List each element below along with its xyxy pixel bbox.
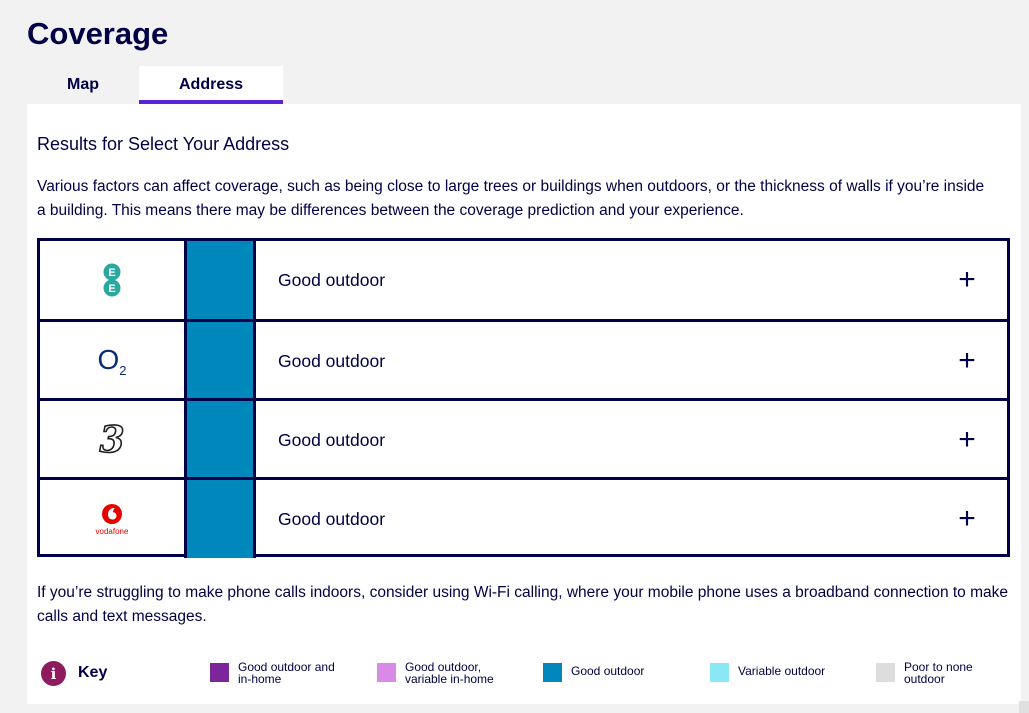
o2-logo-sub: 2	[119, 363, 127, 378]
key-text-line: Good outdoor and	[238, 660, 335, 674]
o2-logo-letter: O	[97, 344, 120, 375]
coverage-status: Good outdoor	[278, 508, 386, 529]
key-text: Good outdoor and in-home	[238, 661, 348, 685]
expand-plus-icon[interactable]: +	[958, 502, 976, 535]
key-swatch	[210, 663, 229, 682]
row-divider	[40, 319, 1007, 322]
coverage-swatch	[187, 241, 256, 319]
key-text-line: variable in-home	[405, 672, 494, 686]
coverage-disclaimer: Various factors can affect coverage, suc…	[37, 178, 985, 219]
network-row-three[interactable]: 3 Good outdoor +	[40, 401, 1007, 479]
key-text-line: in-home	[238, 672, 282, 686]
key-text: Good outdoor	[571, 661, 681, 677]
network-row-ee[interactable]: E E Good outdoor +	[40, 241, 1007, 319]
key-item-variable-outdoor: Variable outdoor	[710, 661, 848, 682]
key-item-good-outdoor-variable-in-home: Good outdoor, variable in-home	[377, 661, 515, 685]
o2-logo: O2	[97, 344, 126, 378]
svg-text:E: E	[108, 283, 115, 295]
key-swatch	[543, 663, 562, 682]
address-results-panel: Results for Select Your Address Various …	[27, 104, 1021, 704]
network-row-o2[interactable]: O2 Good outdoor +	[40, 322, 1007, 400]
key-text: Good outdoor, variable in-home	[405, 661, 515, 685]
expand-plus-icon[interactable]: +	[958, 344, 976, 377]
three-logo: 3	[99, 418, 126, 462]
key-swatch	[377, 663, 396, 682]
key-text-line: Good outdoor,	[405, 660, 482, 674]
expand-plus-icon[interactable]: +	[958, 263, 976, 296]
key-item-poor-to-none-outdoor: Poor to none outdoor	[876, 661, 994, 685]
coverage-status: Good outdoor	[278, 350, 386, 371]
coverage-key: i Key Good outdoor and in-home Good outd…	[37, 657, 1017, 691]
vodafone-logo	[102, 503, 122, 524]
coverage-status: Good outdoor	[278, 429, 386, 450]
key-item-good-outdoor: Good outdoor	[543, 661, 681, 682]
info-icon[interactable]: i	[41, 661, 66, 686]
o2-logo-cell: O2	[40, 322, 187, 400]
scrollbar-corner	[1019, 701, 1029, 713]
three-logo-cell: 3	[40, 401, 187, 479]
coverage-swatch	[187, 480, 256, 558]
key-text: Variable outdoor	[738, 661, 848, 677]
coverage-status: Good outdoor	[278, 269, 386, 290]
ee-logo: E E	[103, 263, 121, 297]
key-label: Key	[78, 664, 108, 681]
svg-text:E: E	[108, 267, 115, 279]
key-item-good-outdoor-in-home: Good outdoor and in-home	[210, 661, 348, 685]
key-text: Poor to none outdoor	[904, 661, 994, 685]
vodafone-wordmark: vodafone	[95, 526, 129, 536]
tab-map[interactable]: Map	[67, 76, 99, 93]
key-text-line: Variable outdoor	[738, 664, 826, 678]
row-divider	[40, 398, 1007, 401]
row-divider	[40, 477, 1007, 480]
ee-logo-cell: E E	[40, 241, 187, 319]
key-text-line: Good outdoor	[571, 664, 645, 678]
coverage-tabs: Map Address	[27, 66, 283, 104]
key-text-line: outdoor	[904, 672, 945, 686]
tab-address[interactable]: Address	[139, 66, 283, 104]
key-swatch	[876, 663, 895, 682]
network-row-vodafone[interactable]: vodafone Good outdoor +	[40, 480, 1007, 558]
coverage-swatch	[187, 401, 256, 479]
page-title: Coverage	[27, 16, 169, 51]
network-coverage-table: E E Good outdoor + O2 Good outdoor +	[37, 238, 1010, 558]
key-text-line: Poor to none	[904, 660, 973, 674]
wifi-calling-note: If you’re struggling to make phone calls…	[37, 584, 1009, 625]
key-swatch	[710, 663, 729, 682]
vodafone-logo-cell: vodafone	[40, 480, 187, 558]
results-title: Results for Select Your Address	[37, 134, 290, 154]
coverage-swatch	[187, 322, 256, 400]
expand-plus-icon[interactable]: +	[958, 423, 976, 456]
